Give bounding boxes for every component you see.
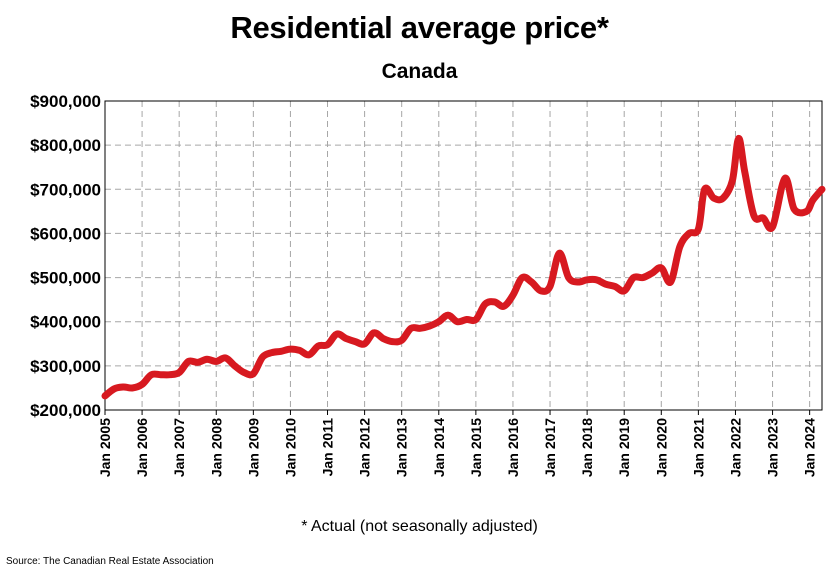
x-tick-label: Jan 2006	[134, 418, 150, 477]
x-tick-label: Jan 2022	[727, 418, 743, 477]
y-tick-label: $700,000	[30, 180, 101, 199]
x-tick-label: Jan 2015	[468, 418, 484, 477]
x-tick-label: Jan 2011	[320, 418, 336, 477]
x-tick-label: Jan 2012	[357, 418, 373, 477]
x-tick-label: Jan 2024	[802, 418, 818, 477]
x-tick-label: Jan 2014	[431, 418, 447, 477]
y-tick-label: $200,000	[30, 401, 101, 420]
x-tick-label: Jan 2023	[765, 418, 781, 477]
x-tick-label: Jan 2009	[245, 418, 261, 477]
x-tick-label: Jan 2013	[394, 418, 410, 477]
y-tick-label: $500,000	[30, 269, 101, 288]
plot-frame	[104, 100, 823, 411]
x-tick-label: Jan 2008	[208, 418, 224, 477]
x-tick-label: Jan 2010	[282, 418, 298, 477]
y-tick-label: $600,000	[30, 224, 101, 243]
chart-title: Residential average price*	[230, 10, 609, 45]
x-tick-label: Jan 2020	[653, 418, 669, 477]
y-tick-label: $900,000	[30, 92, 101, 111]
chart-footnote: * Actual (not seasonally adjusted)	[301, 518, 538, 535]
x-tick-label: Jan 2018	[579, 418, 595, 477]
y-tick-label: $300,000	[30, 357, 101, 376]
x-tick-label: Jan 2005	[97, 418, 113, 477]
chart-subtitle: Canada	[381, 60, 458, 83]
x-tick-label: Jan 2021	[690, 418, 706, 477]
source-note: Source: The Canadian Real Estate Associa…	[6, 556, 214, 567]
x-tick-label: Jan 2019	[616, 418, 632, 477]
x-tick-label: Jan 2017	[542, 418, 558, 477]
y-tick-label: $800,000	[30, 136, 101, 155]
x-tick-label: Jan 2016	[505, 418, 521, 477]
x-tick-label: Jan 2007	[171, 418, 187, 477]
price-series-line	[101, 134, 826, 400]
y-tick-label: $400,000	[30, 313, 101, 332]
